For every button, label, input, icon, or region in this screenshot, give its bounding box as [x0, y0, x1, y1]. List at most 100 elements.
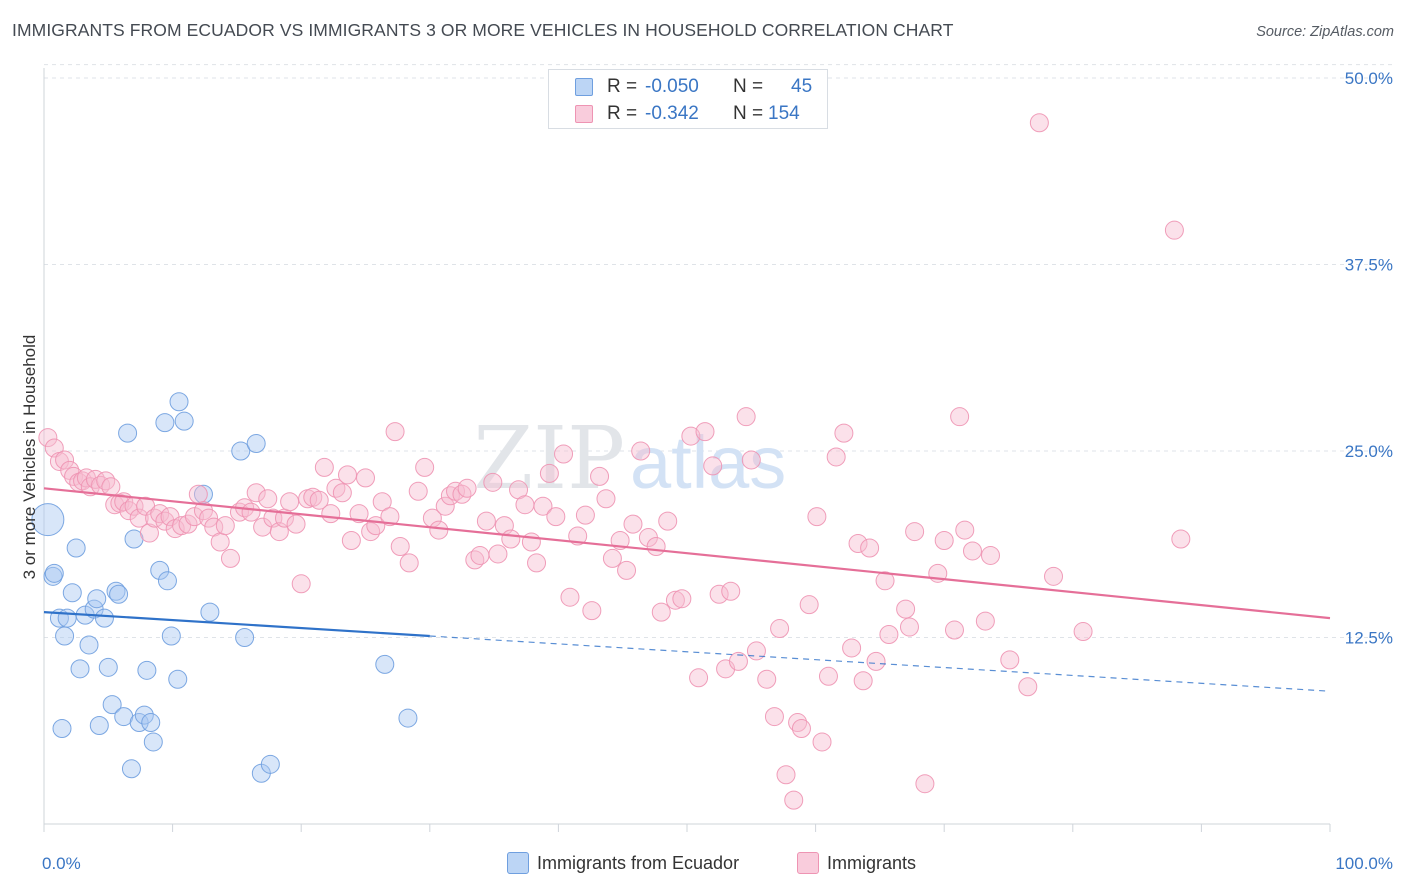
data-point — [141, 713, 161, 733]
data-point — [658, 511, 678, 531]
data-point — [356, 468, 375, 488]
data-point — [258, 489, 278, 509]
data-point — [681, 426, 701, 446]
data-point — [435, 496, 455, 516]
data-point — [337, 465, 357, 485]
data-point — [150, 560, 170, 580]
data-point — [672, 589, 692, 609]
bottom-legend-immigrants: Immigrants — [797, 852, 916, 874]
data-point — [55, 626, 75, 646]
data-point — [791, 719, 811, 739]
data-point — [429, 520, 449, 540]
data-point — [399, 553, 419, 573]
data-point — [31, 503, 65, 537]
legend-n-label: N = — [733, 103, 764, 124]
data-point — [231, 441, 251, 461]
data-point — [169, 392, 189, 412]
data-point — [87, 589, 107, 609]
data-point — [575, 505, 595, 525]
data-point — [246, 434, 266, 454]
data-point — [143, 732, 163, 752]
trend-line-extension — [429, 635, 1331, 692]
data-point — [848, 534, 868, 554]
bottom-legend-label-immigrants: Immigrants — [827, 853, 917, 873]
data-point — [896, 599, 916, 619]
data-point — [109, 584, 129, 604]
data-point — [385, 422, 405, 442]
data-point — [596, 489, 616, 509]
data-point — [98, 657, 118, 677]
y-tick-label: 37.5% — [1345, 256, 1393, 275]
data-point — [875, 571, 895, 591]
data-point — [57, 608, 77, 628]
data-point — [246, 483, 266, 503]
data-point — [799, 595, 819, 615]
data-point — [372, 492, 392, 512]
data-point — [853, 671, 873, 691]
data-point — [215, 516, 235, 536]
source-label: Source: ZipAtlas.com — [1256, 24, 1394, 40]
data-point — [291, 574, 311, 594]
data-point — [483, 472, 503, 492]
data-point — [689, 668, 709, 688]
data-point — [527, 553, 547, 573]
bottom-legend-label-ecuador: Immigrants from Ecuador — [537, 853, 740, 873]
data-point — [826, 447, 846, 467]
y-axis-label: 3 or more Vehicles in Household — [20, 334, 39, 580]
data-point — [860, 538, 880, 558]
data-point — [728, 651, 748, 671]
data-point — [703, 456, 723, 476]
data-point — [168, 669, 188, 689]
data-point — [651, 602, 671, 622]
data-point — [521, 532, 541, 552]
data-point — [457, 478, 477, 498]
data-point — [764, 707, 784, 727]
data-point — [137, 660, 157, 680]
data-point — [1018, 677, 1038, 697]
data-point — [582, 601, 602, 621]
y-tick-label: 50.0% — [1345, 69, 1393, 88]
data-point — [188, 484, 208, 504]
data-point — [1164, 220, 1184, 240]
data-point — [118, 423, 138, 443]
y-tick-label: 25.0% — [1345, 442, 1393, 461]
data-point — [539, 463, 559, 483]
data-point — [341, 531, 361, 551]
correlation-legend: R = -0.050 N = 45 R = -0.342 N = 154 — [548, 69, 828, 129]
data-point — [784, 790, 804, 810]
data-point — [788, 713, 808, 733]
y-tick-label: 12.5% — [1345, 629, 1393, 648]
legend-r-label: R = — [607, 76, 638, 97]
data-point — [106, 581, 126, 601]
data-point — [415, 457, 435, 477]
data-point — [631, 441, 651, 461]
data-point — [220, 548, 240, 568]
data-point — [736, 407, 756, 427]
trend-line — [43, 487, 1331, 620]
data-point — [129, 508, 149, 528]
data-point — [174, 411, 194, 431]
data-point — [1044, 566, 1064, 586]
data-point — [950, 407, 970, 427]
data-point — [398, 708, 418, 728]
gridlines — [44, 64, 1392, 638]
data-point — [38, 428, 58, 448]
chart-title: IMMIGRANTS FROM ECUADOR VS IMMIGRANTS 3 … — [12, 20, 954, 40]
data-point — [94, 608, 114, 628]
data-point — [955, 520, 975, 540]
data-point — [210, 532, 230, 552]
legend-swatch-immigrants — [575, 105, 593, 123]
data-point — [818, 666, 838, 686]
data-point — [770, 619, 790, 639]
data-point — [390, 536, 410, 556]
legend-r-label: R = — [607, 103, 638, 124]
data-point — [199, 508, 219, 528]
data-point — [66, 538, 86, 558]
data-point — [623, 514, 643, 534]
data-point — [309, 490, 329, 510]
bottom-legend-swatch-ecuador — [507, 852, 529, 874]
data-point — [157, 571, 177, 591]
data-point — [121, 759, 141, 779]
trend-line — [43, 611, 430, 638]
